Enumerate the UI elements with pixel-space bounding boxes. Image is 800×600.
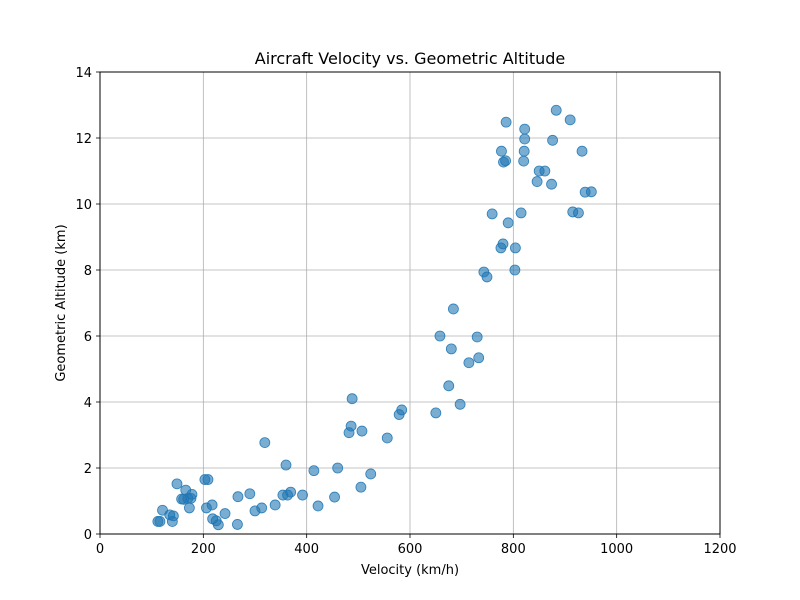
data-point bbox=[518, 155, 530, 167]
data-point bbox=[547, 134, 558, 146]
data-point bbox=[396, 404, 408, 416]
data-point bbox=[167, 510, 179, 522]
data-point bbox=[531, 176, 543, 187]
y-tick-label: 4 bbox=[84, 396, 92, 411]
data-point bbox=[171, 478, 183, 490]
data-point bbox=[285, 486, 297, 498]
data-point bbox=[256, 502, 268, 514]
data-point bbox=[481, 271, 493, 283]
data-point bbox=[259, 437, 271, 448]
data-point bbox=[430, 407, 442, 419]
data-point bbox=[519, 123, 531, 135]
data-point bbox=[434, 330, 446, 342]
data-point bbox=[356, 425, 368, 437]
data-point bbox=[329, 491, 340, 503]
data-point bbox=[186, 488, 198, 500]
data-point bbox=[500, 116, 512, 128]
data-point bbox=[500, 155, 511, 167]
x-tick-label: 400 bbox=[294, 542, 319, 557]
data-point bbox=[183, 502, 195, 514]
data-point bbox=[332, 462, 344, 474]
data-point bbox=[546, 178, 557, 190]
data-point bbox=[202, 474, 214, 485]
data-point bbox=[564, 114, 576, 126]
x-tick-label: 200 bbox=[191, 542, 216, 557]
data-point bbox=[550, 104, 562, 116]
y-axis-ticks: 0 2 4 6 8 10 12 14 bbox=[75, 66, 100, 543]
data-point bbox=[232, 519, 243, 530]
y-axis-label: Geometric Altitude (km) bbox=[54, 224, 69, 381]
data-point bbox=[519, 133, 531, 145]
data-point bbox=[509, 264, 521, 276]
y-tick-label: 14 bbox=[75, 66, 92, 81]
y-tick-label: 6 bbox=[84, 330, 92, 345]
data-point bbox=[206, 499, 218, 511]
x-tick-label: 600 bbox=[398, 542, 423, 557]
data-point bbox=[445, 343, 457, 355]
data-point bbox=[381, 432, 393, 444]
data-point bbox=[585, 186, 597, 198]
data-point bbox=[502, 217, 514, 229]
data-point bbox=[510, 242, 521, 254]
data-point bbox=[312, 500, 324, 512]
data-point bbox=[244, 488, 256, 500]
x-tick-label: 0 bbox=[96, 542, 104, 557]
data-point bbox=[346, 393, 358, 405]
y-tick-label: 10 bbox=[75, 198, 92, 213]
data-point bbox=[345, 420, 357, 432]
data-point bbox=[486, 208, 498, 220]
data-point bbox=[297, 489, 308, 501]
chart-title: Aircraft Velocity vs. Geometric Altitude bbox=[255, 49, 566, 68]
data-point bbox=[518, 145, 530, 157]
data-point bbox=[154, 516, 166, 527]
data-point bbox=[280, 459, 292, 471]
data-point bbox=[365, 468, 377, 480]
x-axis-ticks: 0 200 400 600 800 1000 1200 bbox=[96, 534, 737, 557]
data-point bbox=[232, 491, 244, 503]
data-point bbox=[515, 207, 527, 219]
data-point bbox=[308, 465, 320, 477]
data-points bbox=[152, 104, 597, 531]
data-point bbox=[463, 357, 475, 369]
data-point bbox=[443, 380, 455, 392]
data-point bbox=[539, 165, 551, 177]
y-tick-label: 0 bbox=[84, 528, 92, 543]
x-tick-label: 1000 bbox=[600, 542, 633, 557]
data-point bbox=[576, 145, 588, 157]
data-point bbox=[497, 238, 509, 250]
data-point bbox=[496, 145, 507, 157]
data-point bbox=[219, 508, 231, 519]
grid-lines bbox=[99, 71, 721, 535]
data-point bbox=[212, 519, 224, 531]
data-point bbox=[573, 207, 584, 219]
y-tick-label: 8 bbox=[84, 264, 92, 279]
data-point bbox=[473, 352, 485, 364]
data-point bbox=[471, 331, 483, 343]
x-tick-label: 1200 bbox=[703, 542, 736, 557]
data-point bbox=[269, 499, 281, 511]
x-axis-label: Velocity (km/h) bbox=[361, 563, 459, 578]
data-point bbox=[447, 303, 459, 315]
data-point bbox=[355, 481, 367, 493]
x-tick-label: 800 bbox=[501, 542, 526, 557]
y-tick-label: 2 bbox=[84, 462, 92, 477]
y-tick-label: 12 bbox=[75, 132, 92, 147]
data-point bbox=[454, 398, 466, 410]
